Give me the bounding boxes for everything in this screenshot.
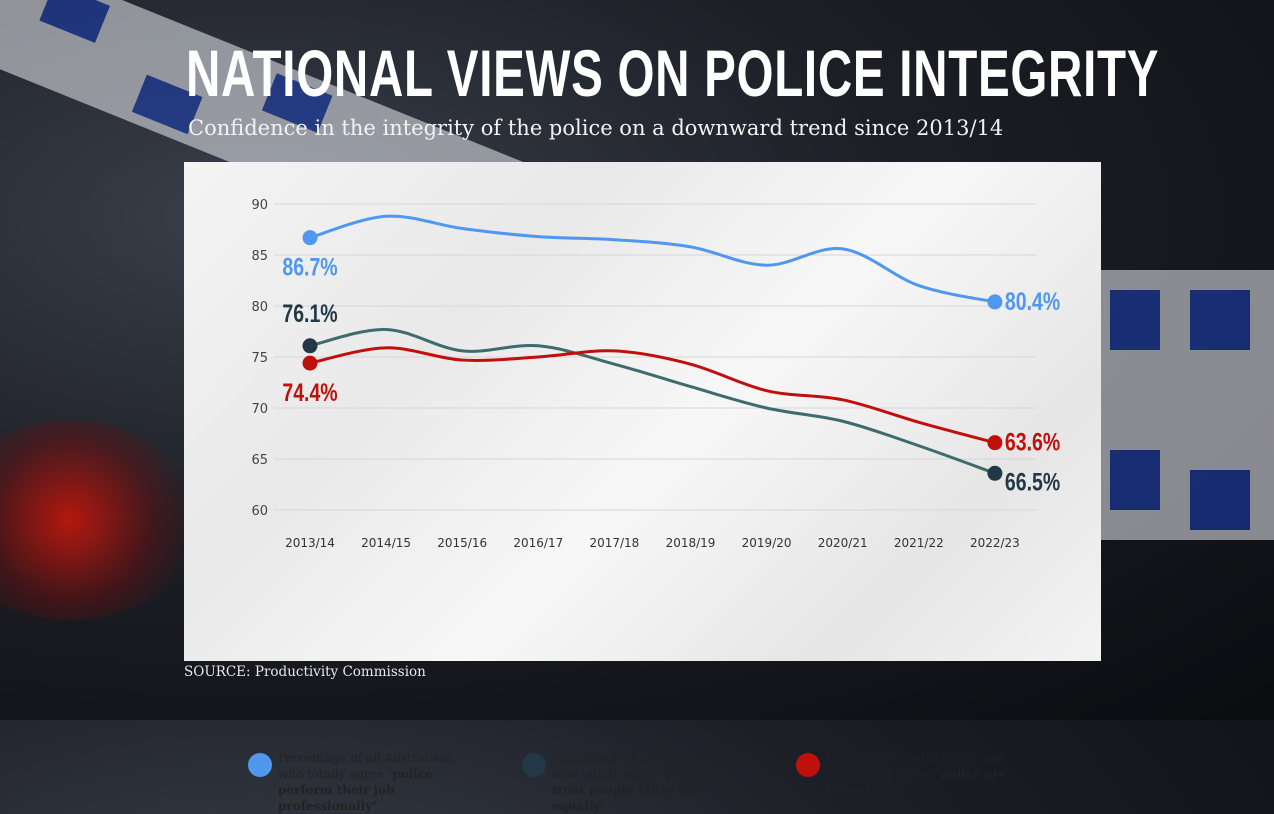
data-label-end-fairly: 66.5% (1005, 468, 1060, 496)
y-tick-label: 65 (251, 453, 268, 468)
police-tape-right (1100, 270, 1274, 540)
data-label-start-honest: 74.4% (282, 379, 337, 407)
data-point-end-professional (987, 294, 1003, 310)
data-point-start-honest (302, 355, 318, 371)
x-tick-label: 2015/16 (437, 536, 487, 550)
x-tick-label: 2019/20 (742, 536, 792, 550)
y-tick-label: 90 (251, 198, 268, 213)
x-tick-label: 2021/22 (894, 536, 944, 550)
line-chart: 60 65 70 75 80 85 90 2013/14 2014/15 2015/16 2016/… (251, 198, 1060, 550)
source-note: SOURCE: Productivity Commission (184, 664, 426, 680)
series-line-professional (309, 214, 996, 304)
x-tick-label: 2022/23 (970, 536, 1020, 550)
data-label-start-professional: 86.7% (282, 253, 337, 281)
legend-swatch (522, 753, 546, 777)
x-tick-label: 2018/19 (666, 536, 716, 550)
x-tick-label: 2020/21 (818, 536, 868, 550)
y-tick-label: 75 (251, 351, 268, 366)
page-subtitle: Confidence in the integrity of the polic… (188, 116, 1004, 140)
legend-swatch (796, 753, 820, 777)
x-tick-label: 2013/14 (285, 536, 335, 550)
data-point-end-honest (987, 435, 1003, 451)
data-point-start-fairly (302, 338, 318, 354)
legend-swatch (248, 753, 272, 777)
data-label-end-professional: 80.4% (1005, 288, 1060, 316)
data-point-end-fairly (987, 465, 1003, 481)
data-label-end-honest: 63.6% (1005, 428, 1060, 456)
x-tick-label: 2017/18 (589, 536, 639, 550)
data-label-start-fairly: 76.1% (282, 299, 337, 327)
series-line-honest (309, 346, 996, 445)
y-tick-label: 70 (251, 402, 268, 417)
legend-item-professional: Percentage of all Australians who totall… (248, 750, 468, 814)
series-line-fairly (309, 327, 996, 475)
legend-item-fairly: Percentage of all Australians who totall… (522, 750, 742, 814)
siren-glow (0, 420, 200, 620)
y-tick-label: 85 (251, 249, 268, 264)
data-point-start-professional (302, 230, 318, 246)
y-tick-label: 60 (251, 504, 268, 519)
page-title: NATIONAL VIEWS ON POLICE INTEGRITY (186, 36, 1160, 110)
chart-panel: 60 65 70 75 80 85 90 2013/14 2014/15 2015/16 2016/… (184, 162, 1101, 813)
x-tick-label: 2014/15 (361, 536, 411, 550)
legend-item-honest: Percentage of all Australians who totall… (796, 750, 1016, 798)
x-tick-label: 2016/17 (513, 536, 563, 550)
y-tick-label: 80 (251, 300, 268, 315)
background-photo (0, 0, 1274, 620)
